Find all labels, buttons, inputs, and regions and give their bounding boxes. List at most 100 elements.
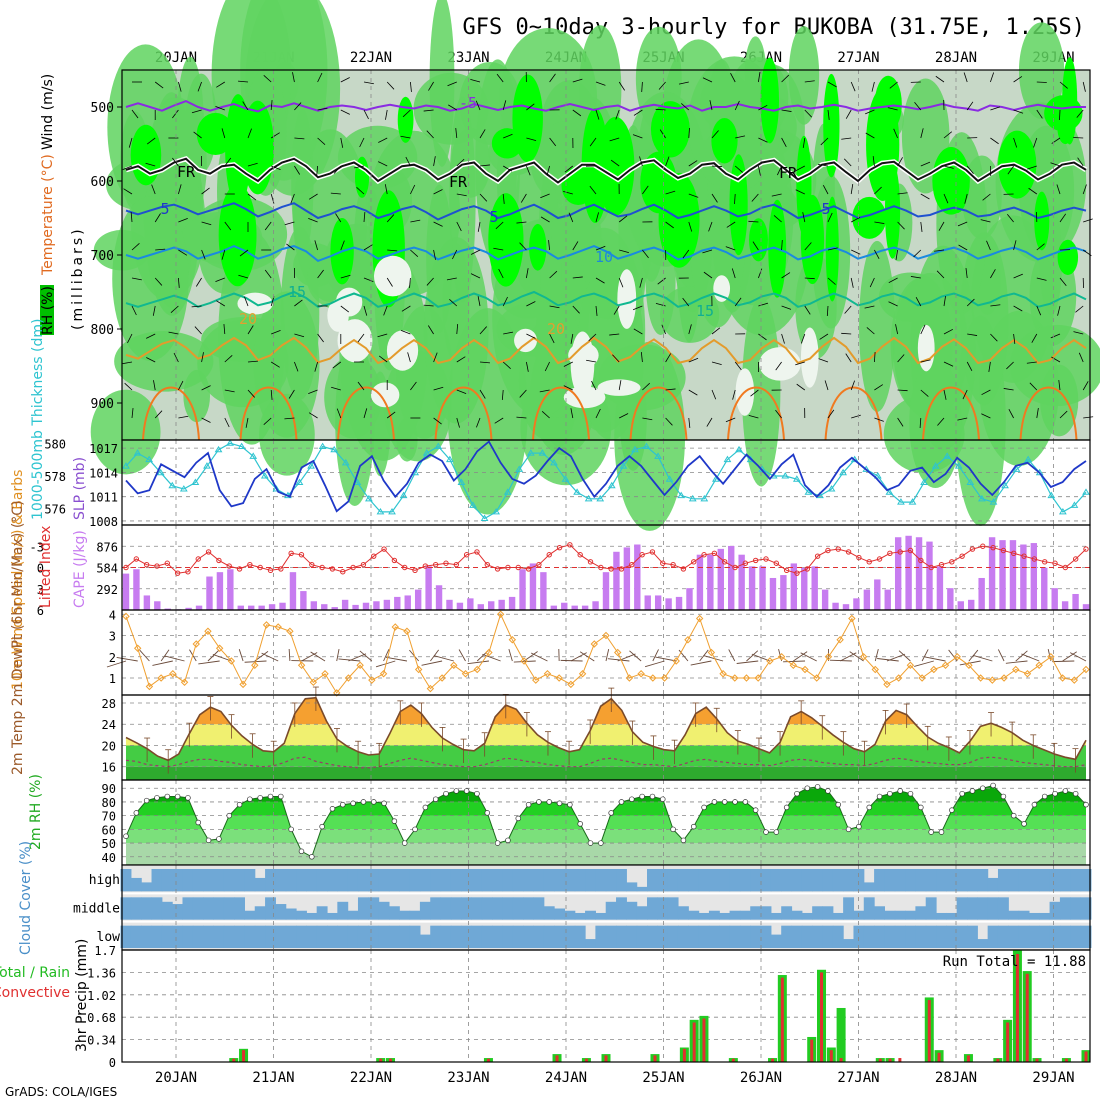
- wind-barb: [937, 417, 945, 426]
- lifted-index-point: [536, 561, 542, 568]
- cloud-low-bar: [234, 925, 245, 948]
- cloud-low-bar: [461, 925, 473, 948]
- wind-tick-label: 2: [109, 651, 116, 665]
- rh-point: [381, 800, 387, 807]
- wind-barb: [317, 72, 323, 83]
- cape-bar: [561, 602, 568, 610]
- isotherm-5: [125, 202, 1087, 221]
- rh-saturated-blob: [397, 96, 414, 143]
- wind-barb: [363, 305, 368, 316]
- wind-barb: [639, 156, 643, 167]
- cloud-high-bar: [936, 869, 947, 892]
- footer-credit: GrADS: COLA/IGES: [5, 1085, 117, 1099]
- wind-barb: [589, 137, 597, 147]
- bottom-date-axis: 20JAN 21JAN 22JAN 23JAN 24JAN 25JAN 26JAN 27JAN…: [155, 1070, 1075, 1086]
- cloud-low-bar: [440, 925, 452, 948]
- cape-bar: [268, 604, 276, 610]
- isotherm-label: 10: [595, 248, 613, 266]
- lifted-index-point: [680, 566, 687, 572]
- wind-barb: [400, 330, 411, 335]
- cloud-middle-bar: [801, 912, 813, 920]
- rh-saturated-blob: [874, 75, 902, 133]
- rh-point: [319, 823, 325, 830]
- wind-barb: [758, 137, 768, 143]
- wind-barb: [703, 655, 724, 662]
- wind-barb: [433, 352, 438, 363]
- thickness-point: [388, 507, 396, 515]
- wind-barb: [736, 660, 759, 664]
- wind-speed-point: [976, 674, 985, 682]
- lifted-index-point: [216, 557, 222, 564]
- wind-speed-point: [953, 653, 961, 661]
- cloud-middle-bar: [388, 906, 400, 920]
- wind-barb: [570, 408, 574, 419]
- cape-bar: [258, 605, 265, 610]
- wind-speed-point: [309, 678, 318, 686]
- cape-bar: [821, 589, 829, 610]
- cloud-middle-bar: [1018, 910, 1030, 920]
- wind-barb: [247, 128, 252, 139]
- wind-barb: [423, 304, 434, 307]
- wind-barb: [242, 101, 249, 111]
- precip-convective-bar: [1015, 953, 1019, 1062]
- wind-barb: [173, 352, 179, 363]
- lifted-index-point: [763, 556, 769, 562]
- precip-convective-bar: [937, 1052, 941, 1062]
- precip-convective-bar: [1064, 1058, 1068, 1062]
- lifted-index-point: [1042, 559, 1048, 565]
- wind-barb: [123, 188, 133, 195]
- thickness-point: [931, 462, 940, 469]
- bottom-date-label: 23JAN: [447, 1070, 489, 1086]
- cloud-high-bar: [347, 869, 359, 892]
- cloud-middle-bar: [161, 901, 173, 920]
- lifted-index-point: [1083, 546, 1089, 552]
- thickness-point: [399, 491, 408, 499]
- lifted-index-point: [639, 552, 645, 558]
- wind-barb: [286, 243, 295, 251]
- cape-bar: [122, 573, 130, 610]
- wind-barb: [935, 75, 945, 83]
- wind-barb: [215, 106, 225, 111]
- wind-barb: [758, 333, 767, 341]
- cape-bar: [164, 608, 171, 610]
- wind-barb: [632, 134, 643, 139]
- wind-speed-point: [391, 623, 399, 631]
- wind-barb: [711, 165, 723, 168]
- wind-barb: [294, 361, 299, 372]
- wind-ylabels: 10m Wind Speed (m/s) & Barbs: [10, 470, 26, 690]
- wind-barb: [427, 325, 434, 335]
- cloud-high-bar: [647, 869, 658, 892]
- cape-bar: [926, 541, 933, 610]
- thickness-point: [792, 475, 801, 482]
- cloud-middle-bar: [636, 906, 648, 920]
- thickness-point: [700, 494, 709, 502]
- cloud-middle-bar: [378, 901, 390, 920]
- wind-speed-point: [262, 621, 271, 629]
- lifted-index-point: [980, 543, 986, 549]
- wind-barb: [314, 361, 318, 372]
- wind-barb: [915, 296, 922, 307]
- rh-point: [598, 840, 604, 846]
- cloud-low-bar: [843, 939, 855, 948]
- cape-bar: [654, 595, 662, 610]
- lifted-index-point: [835, 546, 841, 552]
- wind-barb: [986, 240, 991, 251]
- wind-barb: [688, 417, 691, 428]
- cape-bar: [978, 577, 985, 610]
- cloud-middle-bar: [698, 912, 710, 920]
- wind-barb: [410, 381, 417, 391]
- wind-barb: [501, 389, 504, 400]
- wind-barb: [781, 333, 785, 344]
- wind-barb: [913, 249, 922, 258]
- wind-barb: [502, 100, 507, 111]
- cape-bar: [341, 599, 349, 610]
- wind-barb: [1013, 76, 1023, 83]
- cloud-low-bar: [874, 925, 885, 948]
- wind-barb: [560, 659, 583, 662]
- lifted-index-point: [463, 552, 470, 558]
- cloud-high-bar: [244, 869, 256, 892]
- cloud-low-bar: [770, 934, 782, 948]
- lifted-index-point: [391, 557, 398, 564]
- wind-barb: [962, 389, 968, 400]
- wind-speed-point: [660, 674, 669, 682]
